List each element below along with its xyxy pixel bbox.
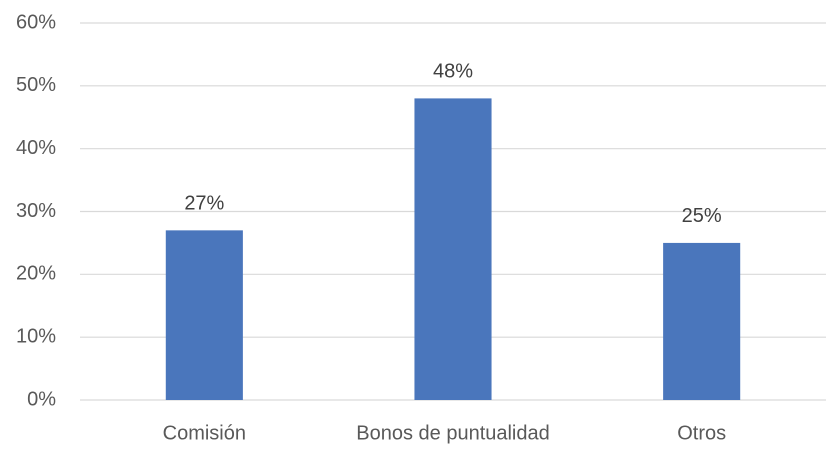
y-tick-label: 20% (16, 263, 56, 285)
y-tick-label: 10% (16, 325, 56, 347)
y-tick-label: 60% (16, 11, 56, 33)
value-label: 48% (433, 61, 473, 83)
value-label: 27% (184, 193, 224, 215)
y-tick-label: 30% (16, 200, 56, 222)
y-tick-label: 40% (16, 137, 56, 159)
bar (414, 98, 492, 401)
bar (663, 242, 741, 400)
y-tick-label: 0% (27, 388, 56, 410)
x-tick-label: Otros (677, 422, 726, 444)
value-label: 25% (682, 205, 722, 227)
y-tick-label: 50% (16, 74, 56, 96)
x-tick-label: Comisión (163, 422, 246, 444)
x-tick-label: Bonos de puntualidad (356, 422, 550, 444)
bar (165, 230, 243, 400)
